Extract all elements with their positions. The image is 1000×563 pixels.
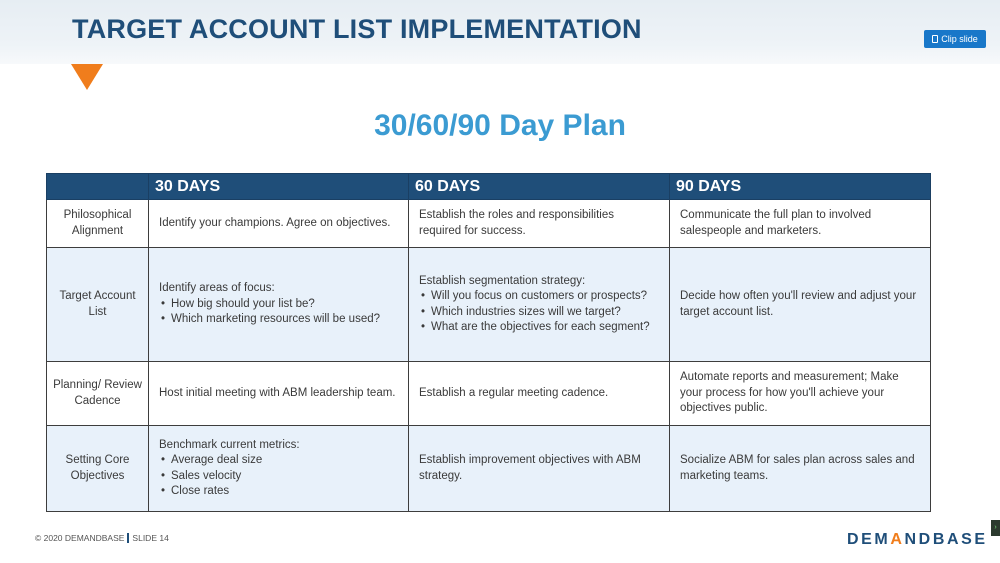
demandbase-logo: DEMANDBASE [847,531,988,549]
footer-slide-number: SLIDE 14 [132,533,169,543]
column-header-30-days: 30 DAYS [148,173,409,200]
footer-copyright: © 2020 DEMANDBASE [35,533,125,543]
cell-90-days: Socialize ABM for sales plan across sale… [669,425,931,512]
cell-text: Establish the roles and responsibilities… [419,209,614,237]
bullet-list: Average deal size Sales velocity Close r… [159,453,398,500]
slide-title: TARGET ACCOUNT LIST IMPLEMENTATION [72,14,642,44]
cell-text: Host initial meeting with ABM leadership… [159,386,396,399]
logo-text-accent: A [890,531,905,548]
bullet-item: Close rates [159,484,398,500]
row-label: Setting Core Objectives [46,425,149,512]
row-label: Target Account List [46,247,149,362]
clip-slide-label: Clip slide [941,34,978,44]
slide-header-band [0,0,1000,64]
cell-text: Establish improvement objectives with AB… [419,454,641,482]
slide-footer: © 2020 DEMANDBASE SLIDE 14 [35,533,169,543]
cell-90-days: Decide how often you'll review and adjus… [669,247,931,362]
logo-text-start: DEM [847,531,891,548]
cell-30-days: Identify areas of focus: How big should … [148,247,409,362]
cell-text: Establish a regular meeting cadence. [419,386,609,399]
cell-90-days: Communicate the full plan to involved sa… [669,199,931,248]
footer-separator [127,533,130,543]
cell-30-days: Identify your champions. Agree on object… [148,199,409,248]
row-label: Philosophical Alignment [46,199,149,248]
cell-90-days: Automate reports and measurement; Make y… [669,361,931,426]
plan-table: 30 DAYS 60 DAYS 90 DAYS Philosophical Al… [46,173,931,512]
cell-60-days: Establish improvement objectives with AB… [408,425,670,512]
bullet-item: Average deal size [159,453,398,469]
cell-60-days: Establish segmentation strategy: Will yo… [408,247,670,362]
orange-triangle-marker [71,64,103,90]
cell-text: Socialize ABM for sales plan across sale… [680,454,915,482]
bullet-list: How big should your list be? Which marke… [159,297,398,328]
table-row-setting-core-objectives: Setting Core Objectives Benchmark curren… [46,425,931,512]
cell-text: Establish segmentation strategy: [419,274,586,287]
cell-text: Identify areas of focus: [159,282,275,295]
cell-30-days: Host initial meeting with ABM leadership… [148,361,409,426]
cell-text: Identify your champions. Agree on object… [159,216,391,229]
table-row-planning-review-cadence: Planning/ Review Cadence Host initial me… [46,361,931,426]
column-header-60-days: 60 DAYS [408,173,670,200]
cell-30-days: Benchmark current metrics: Average deal … [148,425,409,512]
bullet-item: Which industries sizes will we target? [419,305,659,321]
bullet-item: Which marketing resources will be used? [159,312,398,328]
bullet-item: How big should your list be? [159,297,398,313]
table-row-philosophical-alignment: Philosophical Alignment Identify your ch… [46,199,931,248]
clipboard-icon [932,35,939,43]
table-row-target-account-list: Target Account List Identify areas of fo… [46,247,931,362]
column-header-empty [46,173,149,200]
cell-text: Decide how often you'll review and adjus… [680,290,917,318]
cell-text: Automate reports and measurement; Make y… [680,371,899,415]
row-label: Planning/ Review Cadence [46,361,149,426]
corner-toggle-button[interactable]: › [991,520,1000,536]
cell-text: Communicate the full plan to involved sa… [680,209,872,237]
bullet-item: Will you focus on customers or prospects… [419,289,659,305]
cell-60-days: Establish a regular meeting cadence. [408,361,670,426]
bullet-list: Will you focus on customers or prospects… [419,289,659,336]
bullet-item: What are the objectives for each segment… [419,320,659,336]
cell-text: Benchmark current metrics: [159,438,300,451]
logo-text-end: NDBASE [904,531,988,548]
clip-slide-button[interactable]: Clip slide [924,30,986,48]
plan-subtitle: 30/60/90 Day Plan [374,109,626,142]
cell-60-days: Establish the roles and responsibilities… [408,199,670,248]
table-header-row: 30 DAYS 60 DAYS 90 DAYS [46,173,931,200]
bullet-item: Sales velocity [159,469,398,485]
column-header-90-days: 90 DAYS [669,173,931,200]
